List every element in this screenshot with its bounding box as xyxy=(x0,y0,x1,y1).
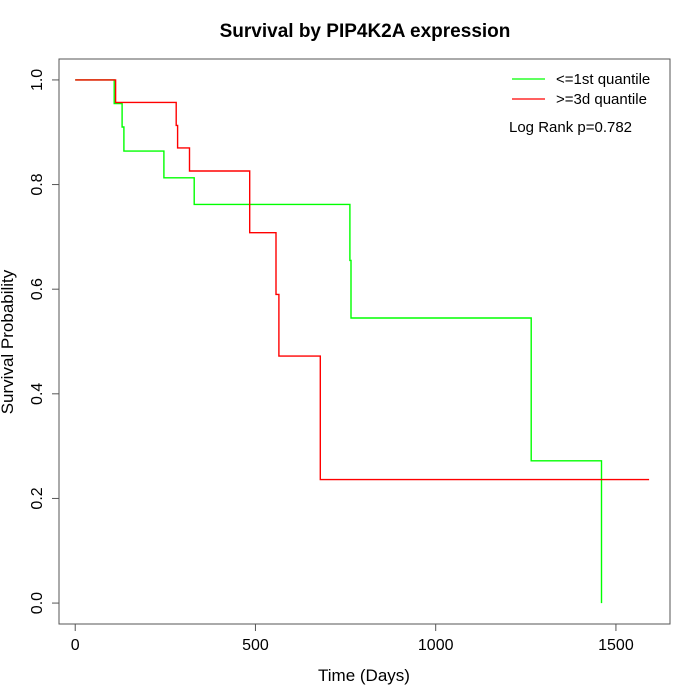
x-tick-label: 1000 xyxy=(418,637,454,654)
x-axis: 0 500 1000 1500 xyxy=(71,623,634,654)
series-layer xyxy=(75,79,650,604)
legend-label-series-1: <=1st quantile xyxy=(556,71,650,88)
y-tick-label: 0.0 xyxy=(29,592,46,614)
x-tick-label: 500 xyxy=(242,637,269,654)
x-axis-label: Time (Days) xyxy=(318,666,410,685)
survival-curve-series-1 xyxy=(75,79,603,604)
legend: <=1st quantile >=3d quantile xyxy=(512,71,650,108)
y-axis-label: Survival Probability xyxy=(0,269,17,414)
y-tick-label: 0.6 xyxy=(29,278,46,300)
plot-frame xyxy=(58,58,671,625)
y-tick-label: 1.0 xyxy=(29,69,46,91)
y-axis: 0.0 0.2 0.4 0.6 0.8 1.0 xyxy=(29,69,60,614)
legend-label-series-2: >=3d quantile xyxy=(556,91,647,108)
chart-title: Survival by PIP4K2A expression xyxy=(220,21,511,42)
x-tick-label: 1500 xyxy=(598,637,634,654)
y-tick-label: 0.4 xyxy=(29,383,46,405)
survival-curve-series-2 xyxy=(75,79,650,481)
log-rank-annotation: Log Rank p=0.782 xyxy=(509,119,632,136)
y-tick-label: 0.8 xyxy=(29,173,46,195)
x-tick-label: 0 xyxy=(71,637,80,654)
y-tick-label: 0.2 xyxy=(29,487,46,509)
